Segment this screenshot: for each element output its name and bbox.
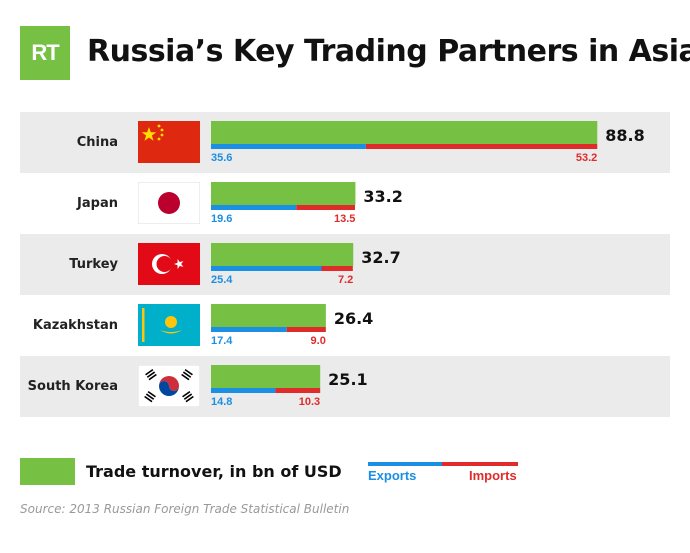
imports-value-label: 10.3 [299, 396, 320, 408]
exports-value-label: 25.4 [211, 274, 233, 286]
japan-flag-icon [138, 182, 200, 224]
south-korea-flag-icon [138, 365, 200, 407]
turnover-value-label: 26.4 [334, 309, 373, 328]
legend-imports-bar [442, 462, 518, 466]
legend-imports-label: Imports [469, 468, 517, 483]
exports-bar [211, 388, 276, 393]
legend-turnover-swatch [20, 458, 75, 485]
source-note: Source: 2013 Russian Foreign Trade Stati… [20, 502, 350, 516]
turnover-bar [211, 365, 321, 388]
exports-value-label: 14.8 [211, 396, 232, 408]
exports-value-label: 17.4 [211, 335, 233, 347]
row-kazakhstan: Kazakhstan [20, 295, 670, 356]
country-label: Japan [77, 196, 118, 211]
row-japan: Japan [20, 173, 670, 234]
imports-value-label: 9.0 [311, 335, 326, 347]
exports-bar [211, 266, 322, 271]
country-label: Kazakhstan [32, 318, 118, 333]
rt-logo: RT [20, 26, 70, 80]
imports-value-label: 7.2 [338, 274, 353, 286]
country-label: Turkey [69, 257, 118, 272]
kazakhstan-flag-icon [138, 304, 200, 346]
country-label: China [76, 135, 118, 150]
imports-bar [286, 327, 326, 332]
chart-title: Russia’s Key Trading Partners in Asia [87, 34, 690, 69]
turnover-bar [211, 121, 598, 144]
country-label: South Korea [27, 379, 118, 394]
turkey-flag-icon [138, 243, 200, 285]
turnover-value-label: 25.1 [328, 370, 367, 389]
turnover-bar [211, 304, 326, 327]
exports-bar [211, 205, 297, 210]
turnover-bar [211, 182, 356, 205]
legend-exports-label: Exports [368, 468, 417, 483]
imports-bar [365, 144, 598, 149]
turnover-value-label: 88.8 [605, 126, 644, 145]
imports-value-label: 53.2 [576, 152, 597, 164]
imports-bar [321, 266, 353, 271]
imports-value-label: 13.5 [334, 213, 355, 225]
imports-bar [275, 388, 321, 393]
china-flag-icon [138, 121, 200, 163]
imports-bar [296, 205, 355, 210]
row-south-korea: South Korea [20, 356, 670, 417]
exports-bar [211, 144, 366, 149]
turnover-value-label: 32.7 [361, 248, 400, 267]
legend-exports-bar [368, 462, 442, 466]
exports-bar [211, 327, 287, 332]
logo-text: RT [31, 40, 59, 65]
exports-value-label: 35.6 [211, 152, 232, 164]
turnover-value-label: 33.2 [363, 187, 402, 206]
legend-turnover-label: Trade turnover, in bn of USD [86, 462, 342, 481]
turnover-bar [211, 243, 354, 266]
exports-value-label: 19.6 [211, 213, 232, 225]
